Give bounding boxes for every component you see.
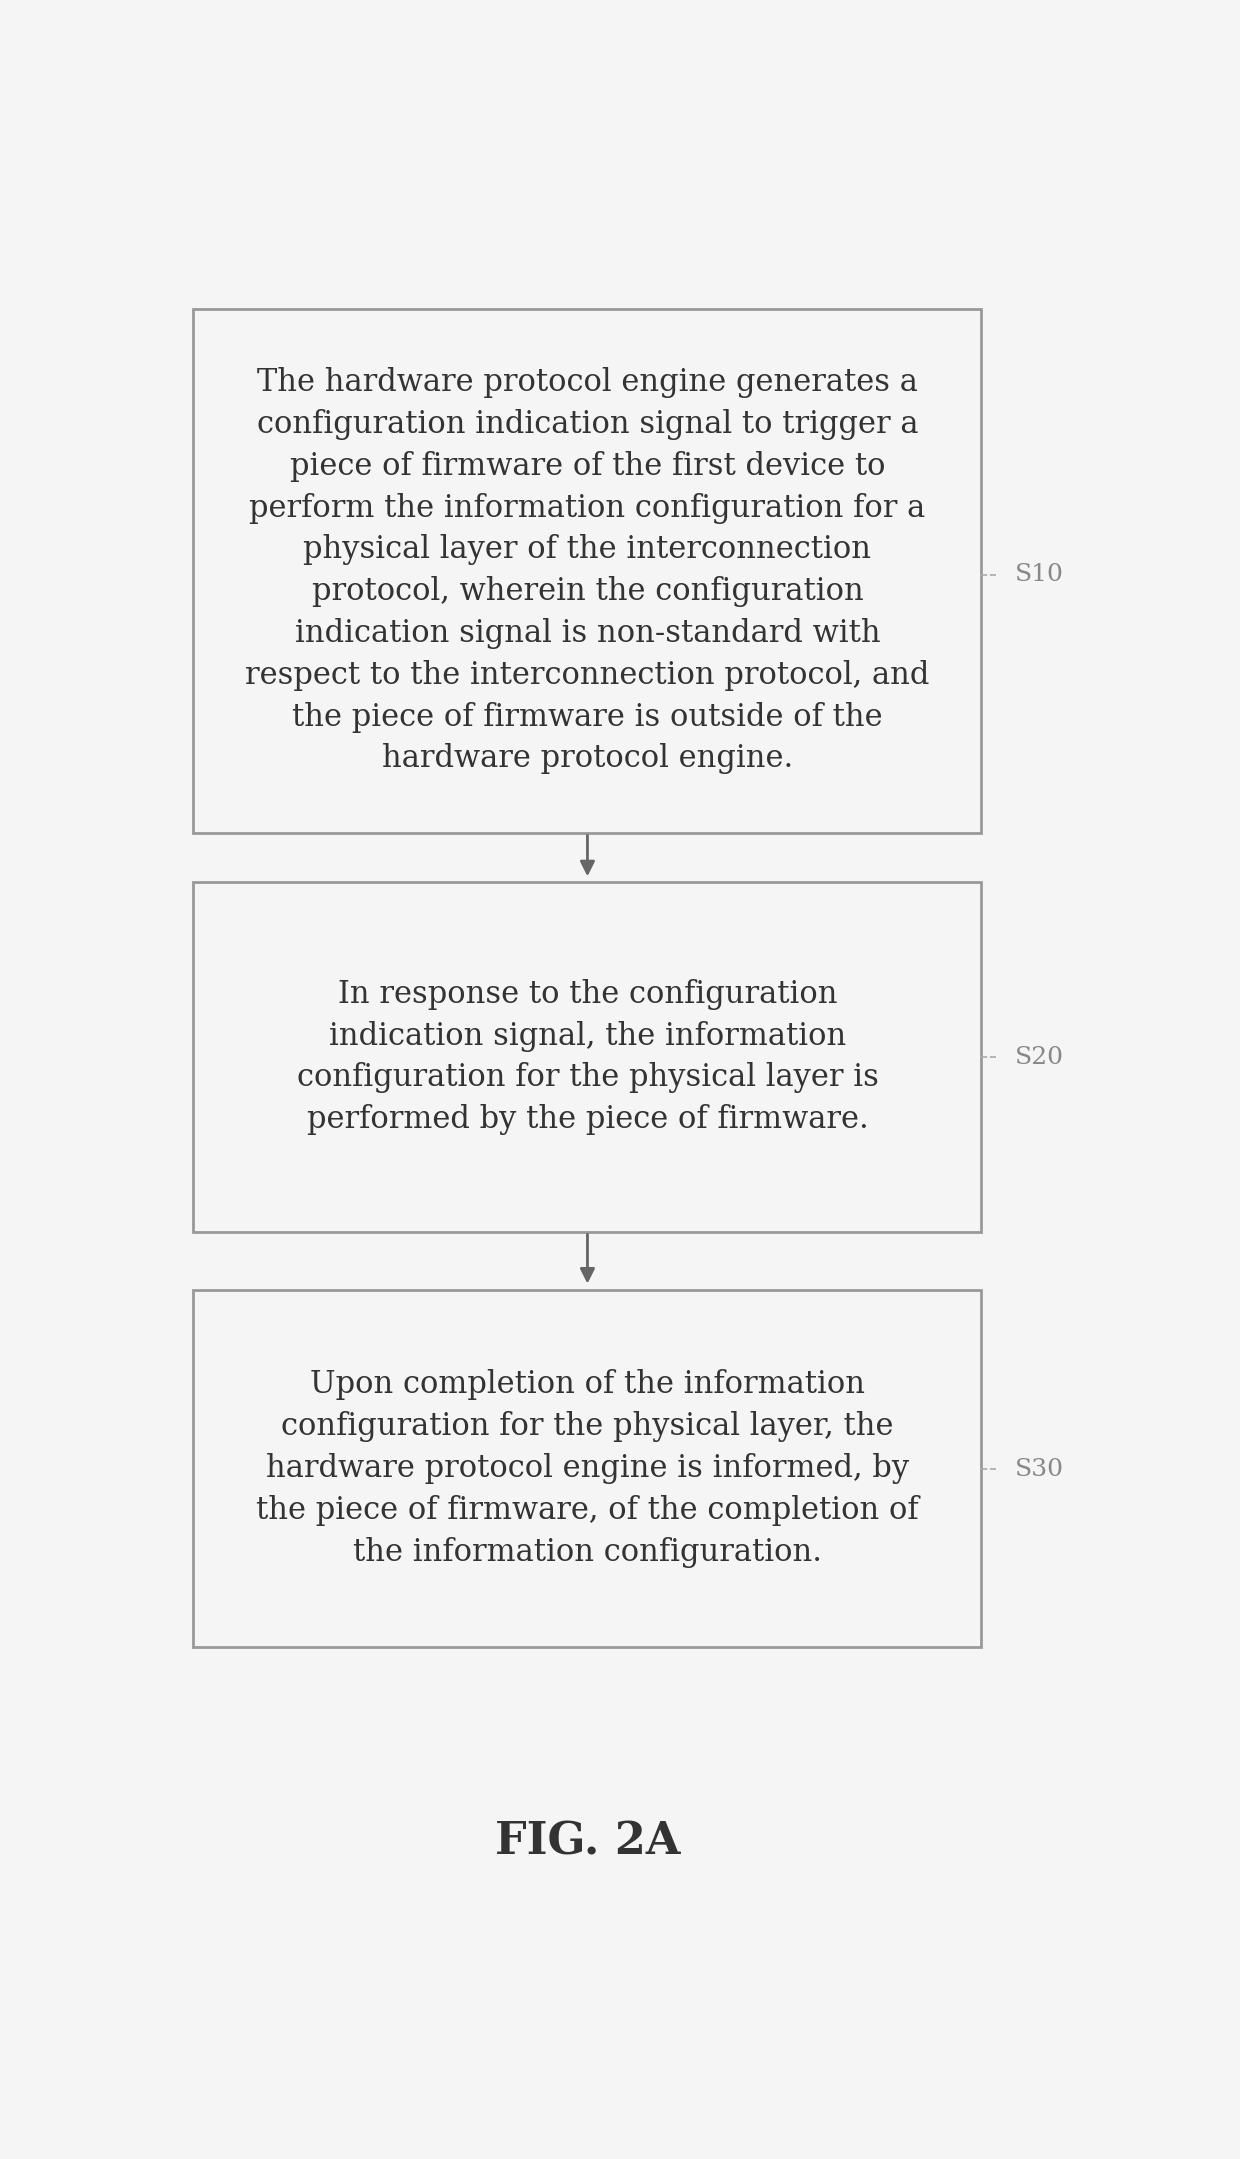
Text: The hardware protocol engine generates a
configuration indication signal to trig: The hardware protocol engine generates a… [246, 367, 930, 775]
Text: In response to the configuration
indication signal, the information
configuratio: In response to the configuration indicat… [296, 978, 878, 1136]
Bar [193, 309, 982, 833]
Text: Upon completion of the information
configuration for the physical layer, the
har: Upon completion of the information confi… [257, 1369, 919, 1567]
Text: S30: S30 [1016, 1457, 1064, 1481]
Text: S20: S20 [1016, 1045, 1064, 1069]
Text: FIG. 2A: FIG. 2A [495, 1820, 680, 1863]
Bar [193, 883, 982, 1231]
Text: S10: S10 [1016, 563, 1064, 587]
Bar [193, 1289, 982, 1647]
